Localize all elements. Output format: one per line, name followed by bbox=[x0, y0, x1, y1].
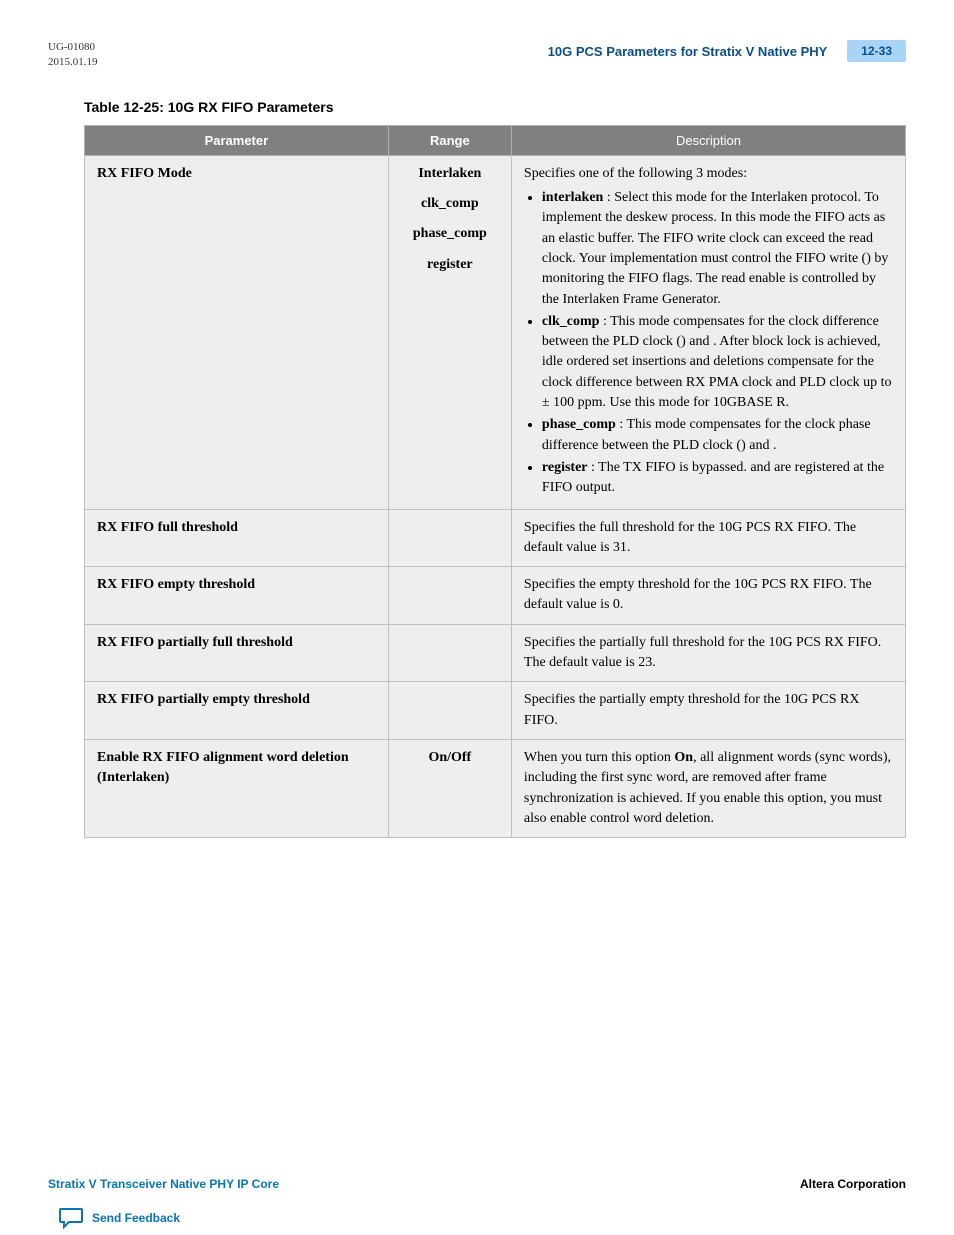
desc-item-text: ) and bbox=[681, 334, 713, 349]
param-range bbox=[388, 624, 511, 682]
col-header-description: Description bbox=[511, 125, 905, 155]
param-range bbox=[388, 567, 511, 625]
send-feedback-link[interactable]: Send Feedback bbox=[58, 1207, 180, 1229]
desc-item-bold: register bbox=[542, 460, 588, 475]
feedback-icon bbox=[58, 1207, 84, 1229]
desc-item: phase_comp : This mode compensates for t… bbox=[542, 415, 893, 456]
desc-item: interlaken : Select this mode for the In… bbox=[542, 188, 893, 310]
table-row: RX FIFO empty threshold Specifies the em… bbox=[85, 567, 906, 625]
col-header-parameter: Parameter bbox=[85, 125, 389, 155]
header-left-block: UG-01080 2015.01.19 bbox=[48, 40, 98, 71]
desc-pre: When you turn this option bbox=[524, 750, 675, 765]
range-stack: Interlaken clk_comp phase_comp register bbox=[401, 164, 499, 275]
table-header-row: Parameter Range Description bbox=[85, 125, 906, 155]
range-option: register bbox=[427, 255, 473, 275]
table-row: RX FIFO full threshold Specifies the ful… bbox=[85, 509, 906, 567]
feedback-label: Send Feedback bbox=[92, 1211, 180, 1225]
desc-item-text: and bbox=[750, 460, 774, 475]
range-option: phase_comp bbox=[413, 224, 487, 244]
page-number-badge: 12-33 bbox=[847, 40, 906, 62]
desc-list: interlaken : Select this mode for the In… bbox=[524, 188, 893, 498]
desc-item-text: : The TX FIFO is bypassed. bbox=[588, 460, 751, 475]
table-row: RX FIFO Mode Interlaken clk_comp phase_c… bbox=[85, 155, 906, 509]
desc-item-text: ) and bbox=[741, 438, 773, 453]
param-desc: Specifies one of the following 3 modes: … bbox=[511, 155, 905, 509]
table-row: RX FIFO partially empty threshold Specif… bbox=[85, 682, 906, 740]
param-range bbox=[388, 509, 511, 567]
param-name: Enable RX FIFO alignment word deletion (… bbox=[85, 739, 389, 837]
param-range: Interlaken clk_comp phase_comp register bbox=[388, 155, 511, 509]
range-option: On/Off bbox=[401, 748, 499, 768]
param-desc: Specifies the partially full threshold f… bbox=[511, 624, 905, 682]
desc-item-text: . bbox=[773, 438, 777, 453]
desc-item-bold: interlaken bbox=[542, 190, 603, 205]
param-range bbox=[388, 682, 511, 740]
param-desc: Specifies the empty threshold for the 10… bbox=[511, 567, 905, 625]
table-row: RX FIFO partially full threshold Specifi… bbox=[85, 624, 906, 682]
range-option: clk_comp bbox=[421, 194, 479, 214]
section-title: 10G PCS Parameters for Stratix V Native … bbox=[548, 44, 828, 59]
desc-intro: Specifies one of the following 3 modes: bbox=[524, 164, 893, 184]
param-desc: Specifies the partially empty threshold … bbox=[511, 682, 905, 740]
doc-id: UG-01080 bbox=[48, 40, 98, 55]
page-container: UG-01080 2015.01.19 10G PCS Parameters f… bbox=[0, 0, 954, 1235]
desc-item: clk_comp : This mode compensates for the… bbox=[542, 312, 893, 413]
header-right-block: 10G PCS Parameters for Stratix V Native … bbox=[548, 40, 906, 62]
param-desc: Specifies the full threshold for the 10G… bbox=[511, 509, 905, 567]
range-option: Interlaken bbox=[418, 164, 481, 184]
col-header-range: Range bbox=[388, 125, 511, 155]
desc-bold: On bbox=[674, 750, 693, 765]
param-name: RX FIFO Mode bbox=[85, 155, 389, 509]
table-row: Enable RX FIFO alignment word deletion (… bbox=[85, 739, 906, 837]
param-name: RX FIFO partially empty threshold bbox=[85, 682, 389, 740]
param-desc: When you turn this option On, all alignm… bbox=[511, 739, 905, 837]
table-body: RX FIFO Mode Interlaken clk_comp phase_c… bbox=[85, 155, 906, 837]
footer-left: Stratix V Transceiver Native PHY IP Core bbox=[48, 1177, 279, 1191]
parameters-table: Parameter Range Description RX FIFO Mode… bbox=[84, 125, 906, 838]
param-range: On/Off bbox=[388, 739, 511, 837]
param-name: RX FIFO full threshold bbox=[85, 509, 389, 567]
page-header: UG-01080 2015.01.19 10G PCS Parameters f… bbox=[48, 40, 906, 71]
table-title: Table 12-25: 10G RX FIFO Parameters bbox=[84, 99, 906, 115]
param-name: RX FIFO partially full threshold bbox=[85, 624, 389, 682]
footer-right: Altera Corporation bbox=[800, 1177, 906, 1191]
param-name: RX FIFO empty threshold bbox=[85, 567, 389, 625]
doc-date: 2015.01.19 bbox=[48, 55, 98, 70]
page-footer: Stratix V Transceiver Native PHY IP Core… bbox=[48, 1177, 906, 1191]
desc-item-bold: phase_comp bbox=[542, 417, 616, 432]
desc-item-bold: clk_comp bbox=[542, 314, 600, 329]
desc-item: register : The TX FIFO is bypassed. and … bbox=[542, 458, 893, 499]
